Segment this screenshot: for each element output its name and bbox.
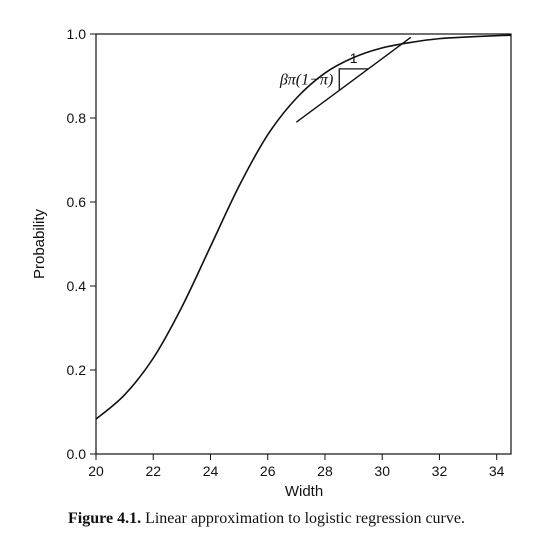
- slope-triangle: [338, 68, 368, 90]
- x-tick-label: 28: [317, 463, 333, 479]
- y-axis-ticks: 0.0 0.2 0.4 0.6 0.8 1.0: [67, 26, 96, 462]
- y-tick-label: 0.4: [67, 278, 87, 294]
- caption-label: Figure 4.1.: [68, 510, 142, 527]
- x-axis-title: Width: [285, 483, 323, 500]
- y-tick-label: 0.6: [67, 194, 87, 210]
- x-tick-label: 26: [260, 463, 276, 479]
- x-tick-label: 22: [145, 463, 161, 479]
- series-layer: [95, 34, 512, 420]
- plot-frame: [95, 33, 512, 455]
- y-axis-title: Probability: [31, 208, 48, 279]
- figure-caption: Figure 4.1. Linear approximation to logi…: [0, 510, 533, 528]
- y-tick-label: 0.2: [67, 362, 87, 378]
- x-tick-label: 20: [88, 463, 104, 479]
- x-tick-label: 34: [489, 463, 505, 479]
- x-tick-label: 24: [203, 463, 219, 479]
- y-tick-label: 0.8: [67, 110, 87, 126]
- caption-text: Linear approximation to logistic regress…: [145, 510, 465, 527]
- x-tick-label: 32: [432, 463, 448, 479]
- tangent-line: [295, 36, 412, 123]
- x-tick-label: 30: [374, 463, 390, 479]
- slope-label: βπ(1−π): [279, 71, 333, 88]
- annotation-layer: 1 βπ(1−π): [279, 50, 368, 90]
- logistic-curve: [95, 34, 512, 420]
- run-label: 1: [350, 50, 358, 66]
- x-axis-ticks: 20 22 24 26 28 30 32 34: [88, 454, 505, 479]
- y-tick-label: 1.0: [67, 26, 87, 42]
- y-tick-label: 0.0: [67, 446, 87, 462]
